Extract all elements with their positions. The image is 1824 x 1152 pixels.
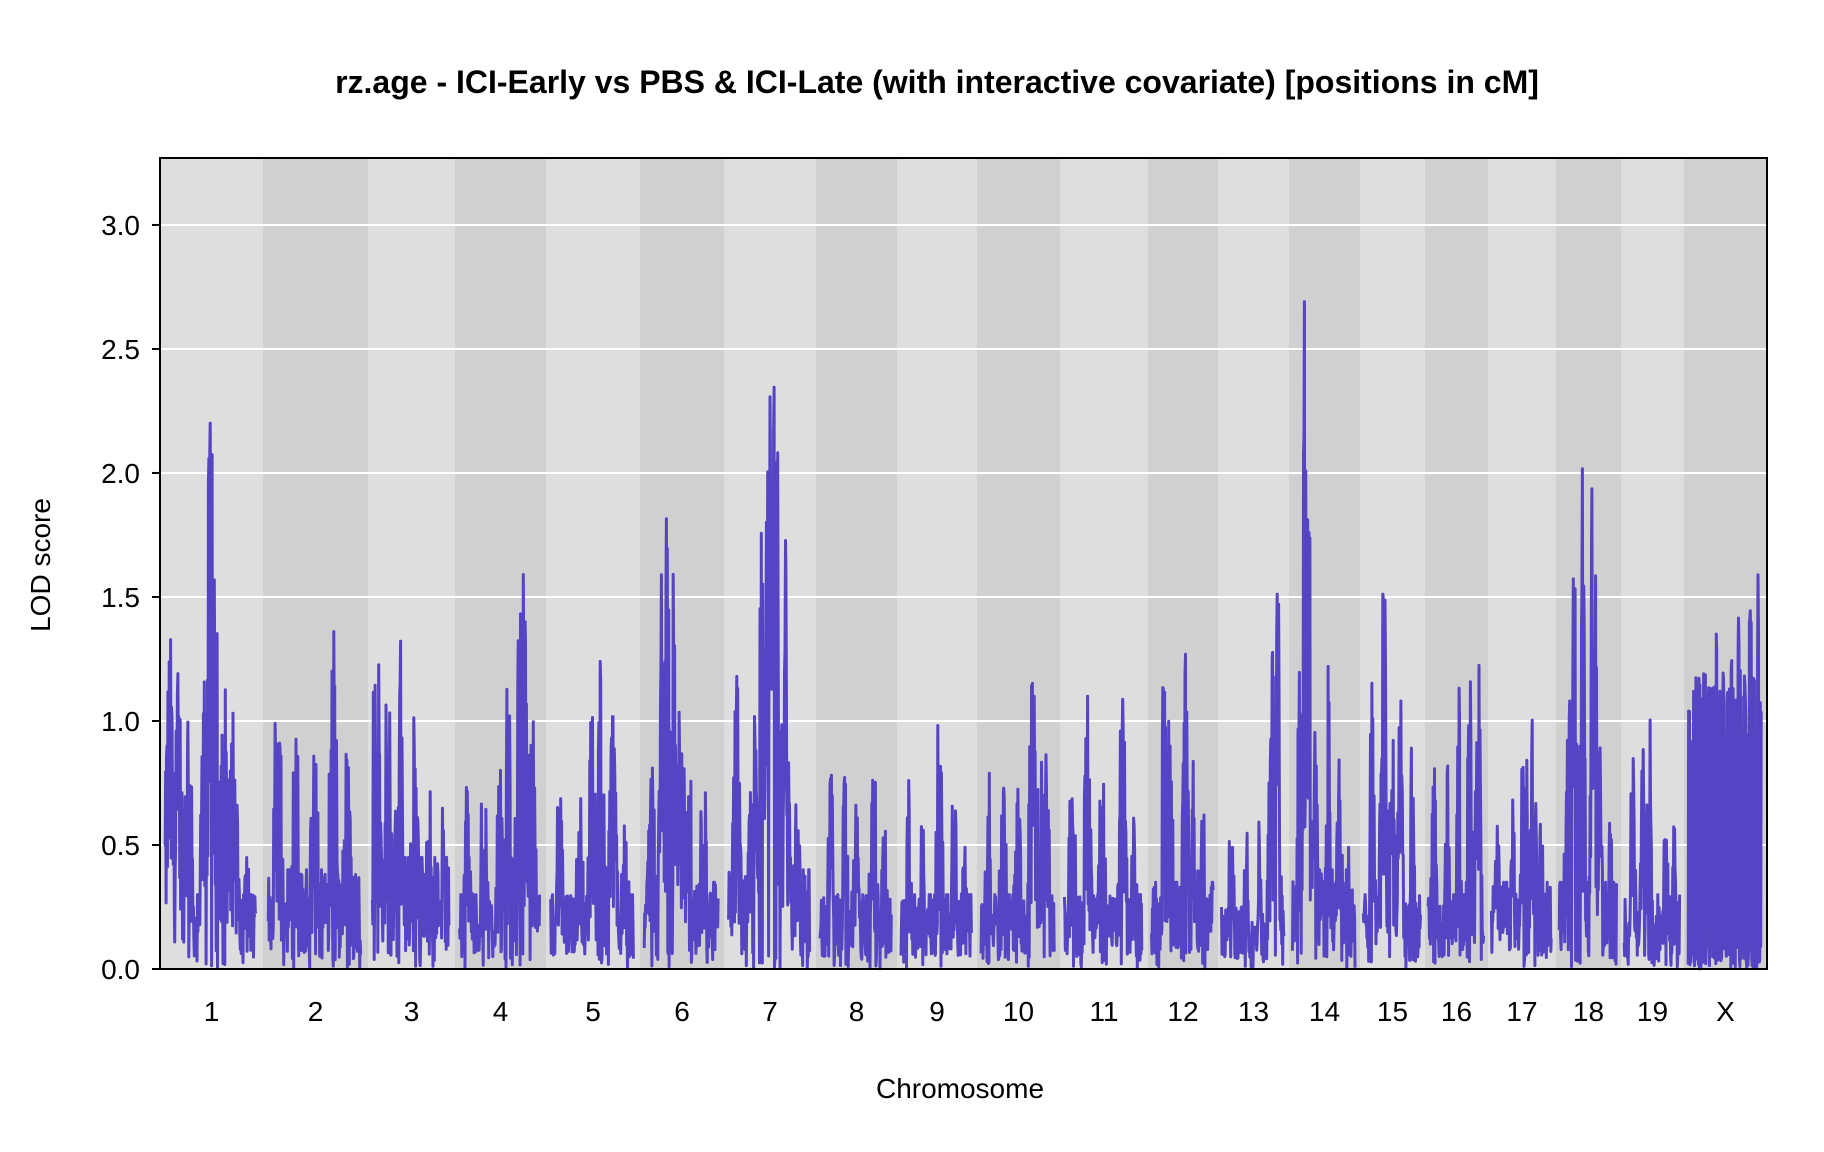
x-tick-label-X: X: [1716, 996, 1735, 1027]
plot-frame: [159, 157, 1768, 970]
x-tick-label-17: 17: [1506, 996, 1537, 1027]
y-tick-label: 3.0: [101, 210, 140, 241]
y-tick-label: 2.0: [101, 458, 140, 489]
x-tick-label-13: 13: [1238, 996, 1269, 1027]
x-tick-label-2: 2: [308, 996, 324, 1027]
lod-line-chr-10: [979, 681, 1056, 968]
x-tick-label-15: 15: [1377, 996, 1408, 1027]
lod-line-chr-4: [458, 573, 542, 970]
y-tick-label: 1.5: [101, 582, 140, 613]
x-tick-labels: 1 2 3 4 5 6 7 8 9 10 11 12 13 14 15 16 17 18 19 X: [204, 996, 1735, 1027]
y-tick-label: 2.5: [101, 334, 140, 365]
lod-line-chr-15: [1361, 592, 1422, 970]
x-tick-label-9: 9: [929, 996, 945, 1027]
lod-line-chr-14: [1291, 300, 1357, 971]
x-tick-label-19: 19: [1637, 996, 1668, 1027]
x-tick-label-1: 1: [204, 996, 220, 1027]
chart-title: rz.age - ICI-Early vs PBS & ICI-Late (wi…: [335, 64, 1539, 100]
y-tick-labels: 0.0 0.5 1.0 1.5 2.0 2.5 3.0: [101, 210, 160, 985]
lod-line-chr-3: [370, 639, 451, 968]
lod-line-chr-2: [266, 630, 363, 970]
x-tick-label-16: 16: [1441, 996, 1472, 1027]
y-axis-label: LOD score: [25, 498, 56, 632]
lod-line-chr-18: [1557, 467, 1618, 968]
lod-line-chr-16: [1426, 663, 1486, 965]
y-tick-label: 0.0: [101, 954, 140, 985]
lod-line-chr-19: [1622, 718, 1682, 969]
x-tick-label-14: 14: [1309, 996, 1340, 1027]
lod-line-chr-1: [163, 421, 258, 970]
x-tick-label-18: 18: [1573, 996, 1604, 1027]
x-tick-label-10: 10: [1003, 996, 1034, 1027]
lod-line-chr-6: [642, 517, 720, 969]
y-tick-label: 0.5: [101, 830, 140, 861]
x-tick-label-4: 4: [493, 996, 509, 1027]
lod-line-chr-8: [818, 773, 893, 971]
x-tick-label-11: 11: [1089, 996, 1118, 1027]
x-tick-label-5: 5: [585, 996, 601, 1027]
x-tick-label-8: 8: [849, 996, 865, 1027]
lod-line-chr-9: [899, 724, 973, 969]
x-tick-label-6: 6: [674, 996, 690, 1027]
lod-line-chr-X: [1686, 573, 1763, 971]
lod-line-chr-7: [727, 385, 812, 970]
x-tick-label-7: 7: [762, 996, 778, 1027]
y-tick-label: 1.0: [101, 706, 140, 737]
x-tick-label-3: 3: [404, 996, 420, 1027]
x-tick-label-12: 12: [1167, 996, 1198, 1027]
lod-series: [163, 300, 1763, 971]
lod-line-chr-12: [1150, 652, 1215, 971]
lod-line-chr-11: [1062, 694, 1144, 970]
chromosome-panel-13: [1218, 158, 1290, 969]
lod-line-chr-5: [549, 659, 635, 971]
x-axis-label: Chromosome: [876, 1073, 1044, 1104]
lod-line-chr-13: [1220, 592, 1286, 969]
lod-line-chr-17: [1489, 718, 1553, 968]
